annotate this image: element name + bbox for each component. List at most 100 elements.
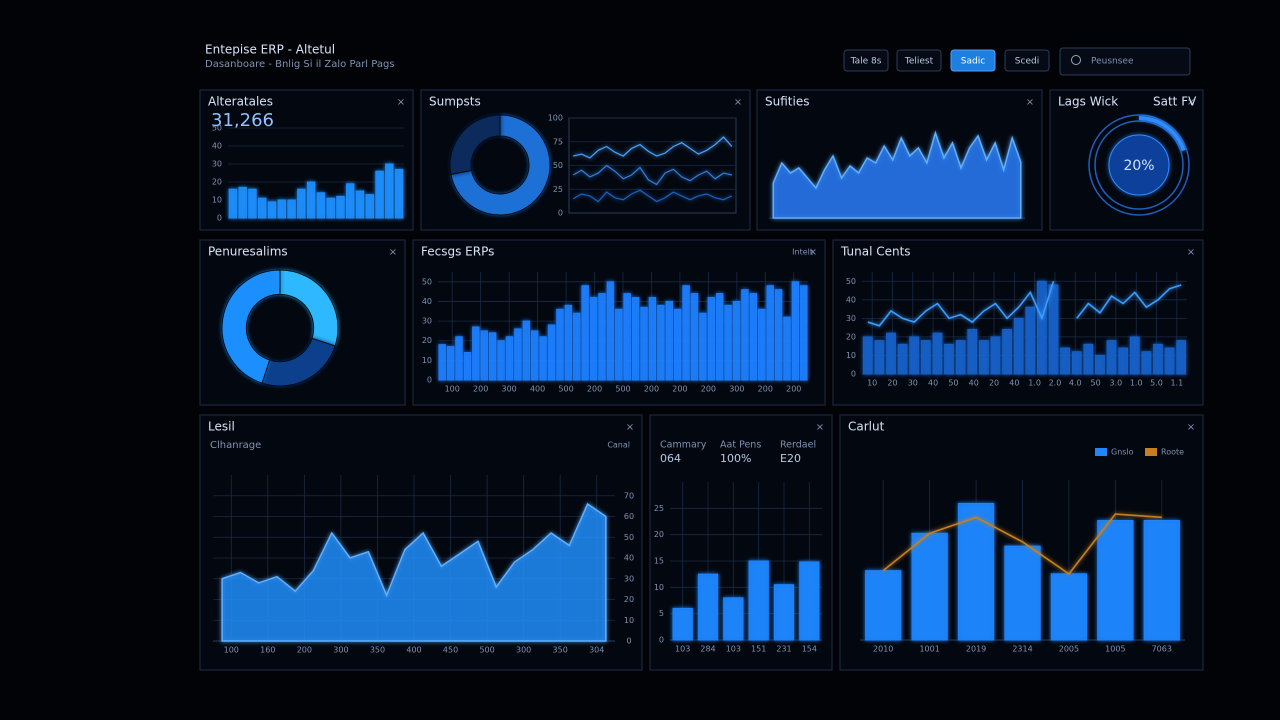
nav-button[interactable] [843, 49, 889, 72]
x-tick-label: 1005 [1105, 645, 1125, 654]
x-tick-label: 151 [751, 645, 766, 654]
bar [1004, 545, 1041, 641]
bar [623, 293, 631, 381]
bar [394, 168, 404, 219]
x-tick-label: 300 [729, 385, 744, 394]
bar [1071, 351, 1082, 375]
x-tick-label: 300 [516, 646, 531, 655]
x-tick-label: 304 [589, 646, 604, 655]
search-placeholder: Peusnsee [1091, 57, 1134, 67]
bar [955, 340, 966, 375]
x-tick-label: 284 [700, 645, 715, 654]
bar [741, 289, 749, 381]
line [572, 164, 732, 186]
x-tick-label: 1.0 [1028, 379, 1041, 388]
stat-value: E20 [780, 452, 801, 465]
bar [589, 297, 598, 381]
bar [573, 312, 581, 381]
bar [783, 316, 791, 381]
nav-button[interactable] [1004, 49, 1050, 72]
y-tick-label: 5 [659, 609, 664, 618]
bar [874, 340, 885, 375]
x-tick-label: 3.0 [1110, 379, 1123, 388]
nav-button[interactable] [896, 49, 942, 72]
y-tick-label: 40 [624, 554, 634, 563]
y-tick-label: 50 [212, 124, 222, 133]
bar [1153, 343, 1163, 375]
bar [531, 330, 539, 381]
x-tick-label: 20 [989, 379, 999, 388]
y-tick-label: 50 [422, 277, 432, 286]
nav-button[interactable] [950, 49, 996, 72]
bar [690, 293, 699, 381]
x-tick-label: 20 [887, 379, 897, 388]
bar [480, 330, 488, 381]
bar [1143, 520, 1180, 641]
line [867, 281, 1182, 327]
y-tick-label: 30 [624, 574, 634, 583]
legend-swatch [1095, 448, 1107, 456]
nav-button-label: Sadic [961, 57, 985, 67]
y-tick-label: 0 [427, 376, 432, 385]
y-tick-label: 70 [624, 491, 634, 500]
bar [326, 197, 335, 219]
bar [1025, 306, 1036, 375]
bar [488, 332, 497, 381]
bar [446, 346, 455, 381]
y-tick-label: 40 [212, 142, 222, 151]
y-tick-label: 0 [659, 636, 664, 645]
x-tick-label: 10 [867, 379, 877, 388]
y-tick-label: 20 [212, 178, 222, 187]
close-icon: × [389, 247, 397, 258]
x-tick-label: 40 [1009, 379, 1019, 388]
x-tick-label: 40 [928, 379, 938, 388]
x-tick-label: 350 [370, 646, 385, 655]
x-tick-label: 231 [776, 645, 791, 654]
bar [774, 289, 783, 381]
x-tick-label: 500 [479, 646, 494, 655]
bar [1141, 351, 1152, 375]
x-tick-label: 1.0 [1130, 379, 1143, 388]
bar [886, 332, 896, 375]
bar [287, 199, 296, 219]
bar [932, 332, 943, 375]
bar [1048, 284, 1059, 375]
y-tick-label: 20 [654, 530, 664, 539]
bar [1013, 317, 1024, 375]
close-icon: × [809, 247, 817, 258]
x-tick-label: 2314 [1012, 645, 1032, 654]
search-box[interactable] [1059, 47, 1191, 76]
bar [365, 194, 374, 219]
y-tick-label: 0 [626, 637, 631, 646]
bar [672, 607, 693, 641]
close-icon: × [1187, 422, 1195, 433]
bar [665, 300, 673, 381]
panel-title: Alteratales [208, 95, 273, 109]
close-icon: × [397, 97, 405, 108]
x-tick-label: 30 [908, 379, 918, 388]
bar [1164, 347, 1175, 375]
x-tick-label: 300 [502, 385, 517, 394]
bar [346, 183, 355, 219]
x-tick-label: 200 [473, 385, 488, 394]
bar [297, 188, 306, 219]
bar [463, 352, 472, 381]
y-tick-label: 30 [846, 314, 856, 323]
bar [615, 308, 623, 381]
bar [277, 199, 286, 219]
bar [1060, 347, 1071, 375]
panel-subtitle: Clhanrage [210, 440, 261, 451]
kpi-value: 31,266 [211, 110, 274, 131]
y-tick-label: 25 [654, 504, 664, 513]
bar [748, 560, 769, 641]
y-tick-label: 40 [846, 295, 856, 304]
bar [228, 188, 238, 219]
bar [707, 297, 715, 381]
y-tick-label: 50 [553, 161, 563, 170]
bar [385, 163, 394, 219]
pie-slice [450, 114, 551, 216]
bar [258, 197, 267, 219]
bar [799, 561, 820, 641]
bar [375, 170, 384, 219]
bar [438, 344, 446, 381]
